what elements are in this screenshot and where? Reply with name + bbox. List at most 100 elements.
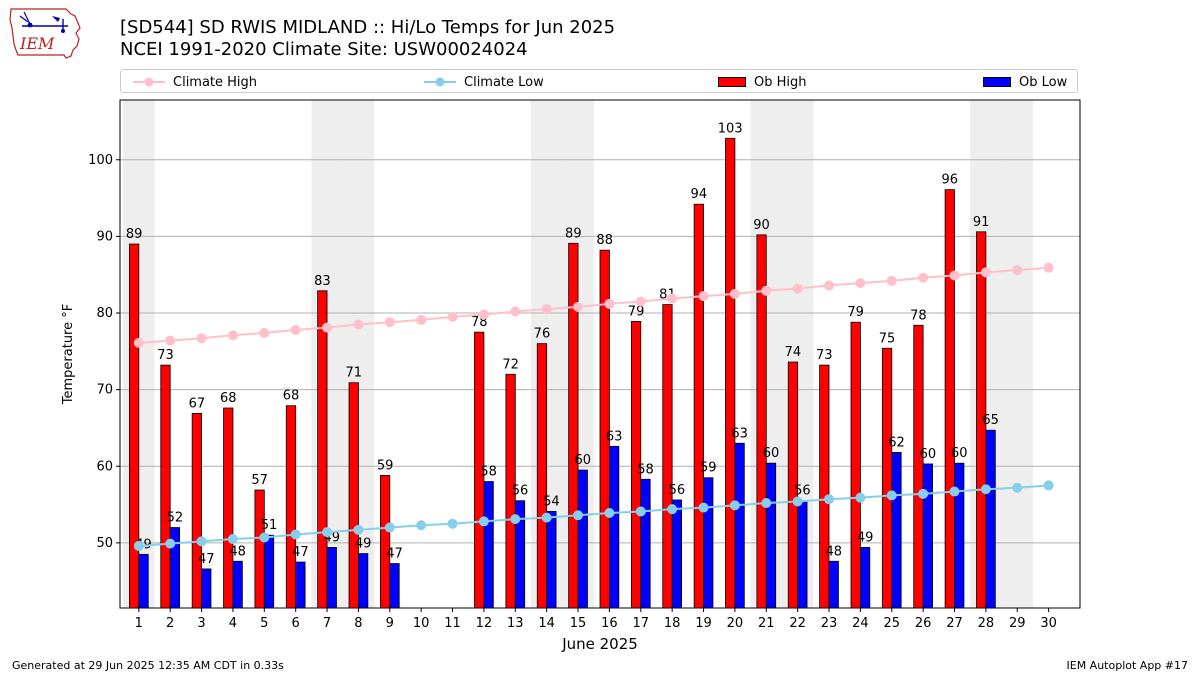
- climate-low-point: [604, 507, 615, 518]
- ob-high-bar: [379, 475, 391, 609]
- x-tick-label: 22: [789, 616, 806, 631]
- chart-title: [SD544] SD RWIS MIDLAND :: Hi/Lo Temps f…: [120, 17, 616, 38]
- ob-low-bar: [765, 462, 777, 609]
- ob-low-data-label: 48: [229, 544, 246, 559]
- climate-low-point: [133, 540, 144, 551]
- y-tick-label: 80: [96, 306, 113, 321]
- climate-low-point: [761, 498, 772, 509]
- climate-high-point: [729, 288, 740, 299]
- y-tick-label: 70: [96, 383, 113, 398]
- climate-low-line-icon: [424, 77, 456, 87]
- ob-high-bar: [317, 290, 328, 609]
- climate-low-point: [416, 520, 427, 531]
- ob-low-data-label: 56: [669, 483, 686, 498]
- ob-high-bar: [850, 321, 861, 609]
- ob-high-data-label: 89: [126, 227, 143, 242]
- ob-high-bar: [285, 405, 297, 609]
- ob-low-bar: [609, 445, 620, 609]
- x-tick-label: 29: [1009, 616, 1026, 631]
- climate-low-point: [227, 534, 238, 545]
- climate-high-point: [918, 272, 929, 283]
- ob-high-data-label: 68: [283, 389, 300, 404]
- climate-high-point: [698, 291, 709, 302]
- x-tick-label: 23: [821, 616, 838, 631]
- ob-low-bar: [546, 511, 557, 609]
- legend-item-ob-low: Ob Low: [983, 70, 1067, 94]
- ob-high-data-label: 103: [718, 121, 743, 136]
- legend-item-climate-high: Climate High: [133, 70, 257, 94]
- ob-low-data-label: 59: [700, 461, 717, 476]
- climate-low-point: [667, 504, 678, 515]
- climate-high-point: [573, 301, 584, 312]
- ob-low-bar: [201, 568, 212, 609]
- climate-low-point: [573, 510, 584, 521]
- climate-high-point: [416, 314, 427, 325]
- climate-high-point: [761, 285, 772, 296]
- x-tick-label: 20: [727, 616, 744, 631]
- ob-high-data-label: 91: [973, 215, 990, 230]
- climate-low-point: [541, 512, 552, 523]
- climate-high-point: [604, 298, 615, 309]
- climate-low-point: [1012, 482, 1023, 493]
- ob-low-swatch-icon: [983, 77, 1011, 87]
- climate-high-point: [949, 270, 960, 281]
- climate-low-point: [729, 500, 740, 511]
- generated-timestamp: Generated at 29 Jun 2025 12:35 AM CDT in…: [12, 659, 284, 672]
- x-tick-label: 14: [538, 616, 555, 631]
- climate-low-point: [290, 529, 301, 540]
- x-axis-label: June 2025: [561, 635, 638, 653]
- x-tick-label: 18: [664, 616, 681, 631]
- climate-high-point: [824, 280, 835, 291]
- legend-item-climate-low: Climate Low: [424, 70, 544, 94]
- ob-low-data-label: 60: [574, 453, 591, 468]
- climate-low-point: [792, 496, 803, 507]
- ob-low-data-label: 47: [386, 547, 403, 562]
- climate-high-point: [259, 327, 270, 338]
- ob-high-bar: [944, 189, 955, 609]
- plot-frame: [119, 99, 1081, 609]
- climate-high-point: [792, 283, 803, 294]
- climate-low-point: [698, 502, 709, 513]
- ob-high-bar: [223, 407, 234, 609]
- ob-high-bar: [536, 343, 548, 609]
- x-tick-label: 3: [197, 616, 205, 631]
- climate-low-point: [949, 486, 960, 497]
- ob-high-bar: [568, 242, 579, 609]
- climate-low-point: [635, 506, 646, 517]
- x-tick-label: 24: [852, 616, 869, 631]
- climate-high-point: [855, 278, 866, 289]
- ob-high-bar: [662, 304, 673, 609]
- climate-low-point: [855, 492, 866, 503]
- ob-low-data-label: 63: [731, 426, 748, 441]
- ob-high-data-label: 67: [189, 396, 206, 411]
- x-tick-label: 4: [229, 616, 237, 631]
- ob-high-data-label: 74: [785, 345, 802, 360]
- climate-high-point: [290, 324, 301, 335]
- ob-low-data-label: 60: [951, 446, 968, 461]
- climate-high-point: [447, 311, 458, 322]
- ob-low-data-label: 47: [198, 552, 215, 567]
- x-tick-label: 26: [915, 616, 932, 631]
- climate-high-point: [165, 335, 176, 346]
- ob-high-data-label: 96: [942, 173, 959, 188]
- ob-high-data-label: 57: [251, 473, 268, 488]
- ob-low-data-label: 56: [512, 484, 529, 499]
- climate-low-point: [918, 488, 929, 499]
- x-tick-label: 12: [476, 616, 493, 631]
- legend: Climate High Climate Low Ob High Ob Low: [120, 69, 1078, 93]
- ob-high-bar: [913, 324, 924, 609]
- x-tick-label: 9: [386, 616, 394, 631]
- climate-high-line: [138, 266, 1049, 344]
- climate-low-point: [510, 514, 521, 525]
- climate-low-point: [980, 484, 991, 495]
- ob-low-bar: [828, 560, 839, 609]
- climate-high-point: [1043, 262, 1054, 273]
- climate-low-point: [353, 524, 364, 535]
- ob-low-bar: [483, 481, 494, 609]
- ob-low-bar: [640, 478, 651, 609]
- y-axis-label: Temperature °F: [61, 304, 76, 405]
- climate-low-point: [886, 490, 897, 501]
- ob-high-bar: [693, 203, 704, 609]
- iem-logo: IEM: [9, 8, 81, 59]
- ob-low-data-label: 52: [167, 511, 184, 526]
